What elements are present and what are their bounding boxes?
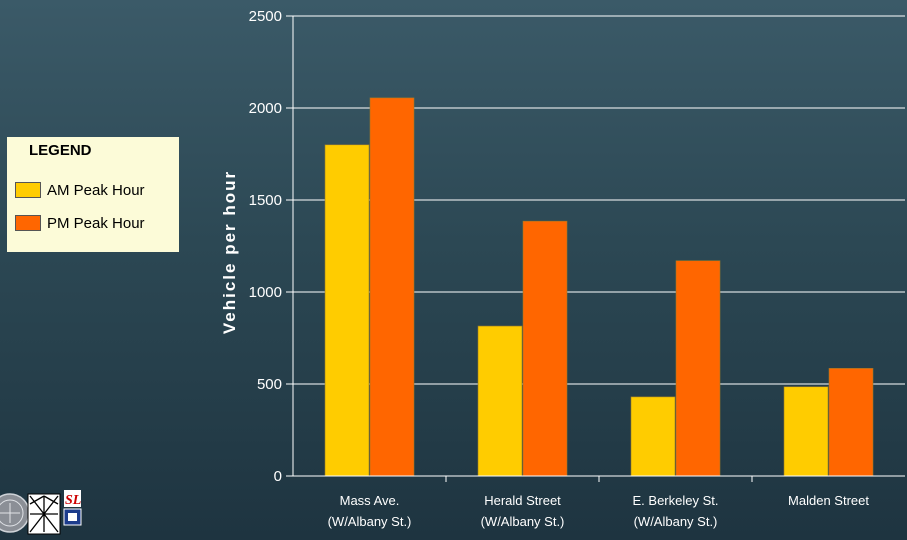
bar-am: [630, 396, 676, 477]
x-tick-labels: Mass Ave. (W/Albany St.) Herald Street (W/A…: [328, 493, 870, 529]
y-tick-label: 500: [257, 376, 282, 393]
x-tick-label-line: Herald Street: [484, 493, 561, 508]
legend-swatch-am: [15, 182, 41, 198]
y-tick-label: 2000: [249, 100, 282, 117]
x-tick-label-line: (W/Albany St.): [328, 514, 412, 529]
legend-label-am: AM Peak Hour: [47, 181, 145, 199]
bars: [324, 97, 874, 477]
bar-am: [783, 386, 829, 477]
x-tick-label: Herald Street (W/Albany St.): [481, 493, 565, 529]
legend-item-pm: PM Peak Hour: [15, 213, 145, 233]
x-tick-label-line: E. Berkeley St.: [633, 493, 719, 508]
x-tick-label: Malden Street: [788, 493, 869, 508]
svg-text:SL: SL: [65, 493, 81, 508]
y-tick-label: 1500: [249, 192, 282, 209]
y-tick-label: 2500: [249, 8, 282, 25]
seal-icon: [0, 493, 30, 533]
x-tick-label: Mass Ave. (W/Albany St.): [328, 493, 412, 529]
y-tick-label: 0: [274, 468, 282, 485]
bridge-icon: [27, 493, 61, 535]
legend-title: LEGEND: [29, 142, 92, 159]
legend-item-am: AM Peak Hour: [15, 180, 145, 200]
bar-pm: [369, 97, 415, 477]
legend-label-pm: PM Peak Hour: [47, 214, 145, 232]
bar-am: [477, 325, 523, 477]
x-tick-label-line: (W/Albany St.): [481, 514, 565, 529]
x-tick-label-line: (W/Albany St.): [634, 514, 718, 529]
legend-swatch-pm: [15, 215, 41, 231]
x-tick-label-line: Malden Street: [788, 493, 869, 508]
bar-pm: [828, 368, 874, 477]
sl-logo-icon: SL: [63, 490, 82, 526]
y-tick-labels: 0 500 1000 1500 2000 2500: [249, 8, 282, 485]
x-tick-label-line: Mass Ave.: [340, 493, 400, 508]
bar-am: [324, 144, 370, 477]
legend: LEGEND AM Peak Hour PM Peak Hour: [7, 137, 179, 252]
y-tick-label: 1000: [249, 284, 282, 301]
bar-pm: [522, 220, 568, 477]
bar-pm: [675, 260, 721, 477]
y-axis-label: Vehicle per hour: [220, 170, 239, 334]
axes: [286, 15, 905, 482]
logos: SL: [0, 490, 82, 535]
x-tick-label: E. Berkeley St. (W/Albany St.): [633, 493, 719, 529]
